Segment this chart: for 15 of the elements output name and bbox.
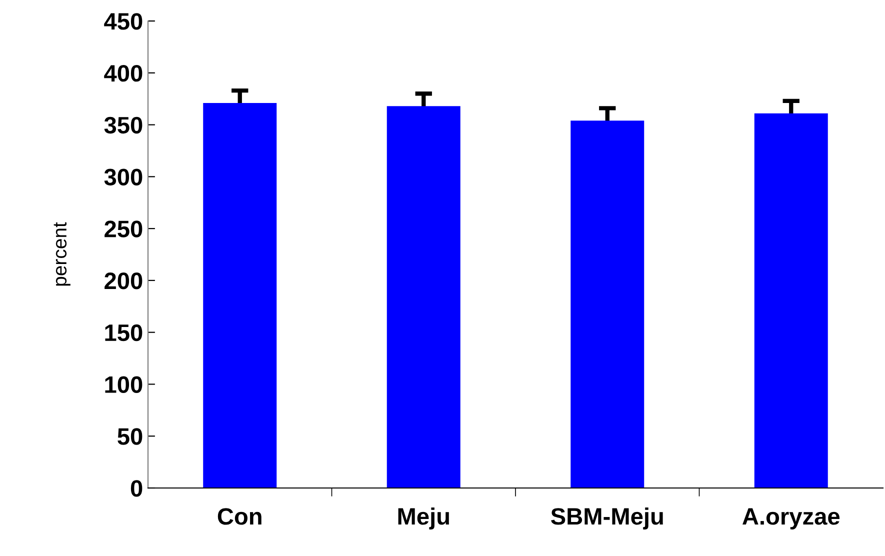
y-axis-title: percent [54, 222, 70, 286]
y-tick-label: 150 [105, 324, 142, 342]
y-tick-label: 100 [105, 376, 142, 394]
y-tick-label: 250 [104, 220, 142, 238]
y-tick-label: 300 [104, 168, 142, 186]
y-tick-label: 350 [104, 116, 142, 134]
y-tick-label: 400 [104, 64, 142, 82]
y-tick-label: 0 [130, 480, 142, 497]
x-tick-label: Con [218, 508, 262, 525]
y-tick-label: 50 [118, 428, 142, 445]
x-tick-label: A.oryzae [742, 508, 840, 530]
y-tick-label: 200 [104, 272, 142, 290]
x-tick-label: SBM-Meju [551, 507, 663, 530]
x-tick-label: Meju [398, 507, 449, 530]
y-tick-label: 450 [104, 13, 142, 30]
